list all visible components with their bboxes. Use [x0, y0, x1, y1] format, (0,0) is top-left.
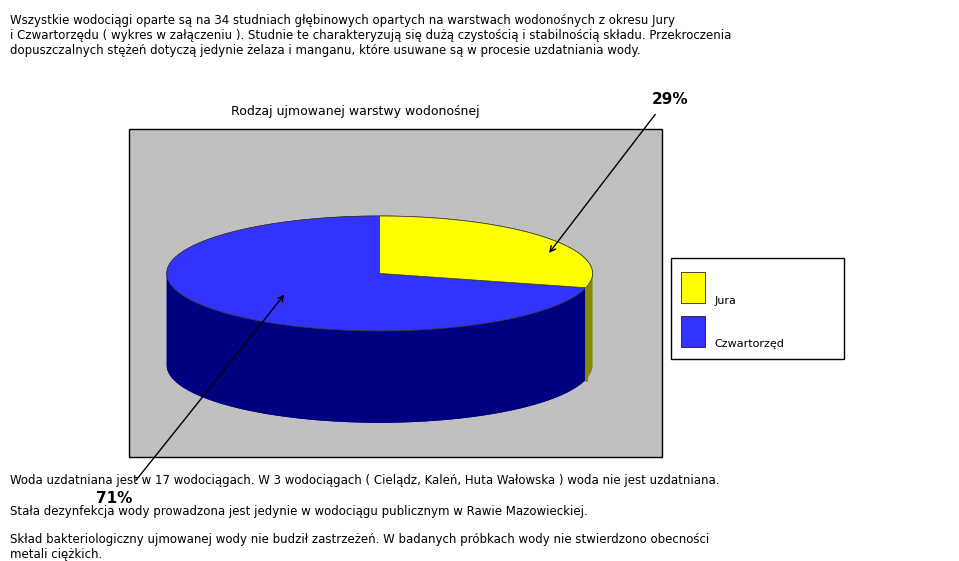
- Polygon shape: [380, 216, 593, 288]
- Text: Woda uzdatniana jest w 17 wodociągach. W 3 wodociągach ( Cielądz, Kaleń, Huta Wa: Woda uzdatniana jest w 17 wodociągach. W…: [10, 474, 719, 487]
- Text: Czwartorzęd: Czwartorzęd: [714, 339, 784, 349]
- Text: Jura: Jura: [714, 296, 737, 306]
- Text: 71%: 71%: [96, 491, 132, 506]
- Polygon shape: [167, 216, 586, 331]
- Polygon shape: [167, 274, 586, 423]
- Text: Skład bakteriologiczny ujmowanej wody nie budził zastrzeżeń. W badanych próbkach: Skład bakteriologiczny ujmowanej wody ni…: [10, 533, 709, 561]
- Text: 29%: 29%: [652, 91, 689, 107]
- Polygon shape: [586, 273, 593, 380]
- Text: Stała dezynfekcja wody prowadzona jest jedynie w wodociągu publicznym w Rawie Ma: Stała dezynfekcja wody prowadzona jest j…: [10, 505, 587, 518]
- Text: Wszystkie wodociągi oparte są na 34 studniach głębinowych opartych na warstwach : Wszystkie wodociągi oparte są na 34 stud…: [10, 14, 731, 57]
- Polygon shape: [380, 216, 593, 288]
- Text: Rodzaj ujmowanej warstwy wodonośnej: Rodzaj ujmowanej warstwy wodonośnej: [230, 105, 480, 118]
- Polygon shape: [167, 216, 586, 331]
- Polygon shape: [167, 273, 586, 423]
